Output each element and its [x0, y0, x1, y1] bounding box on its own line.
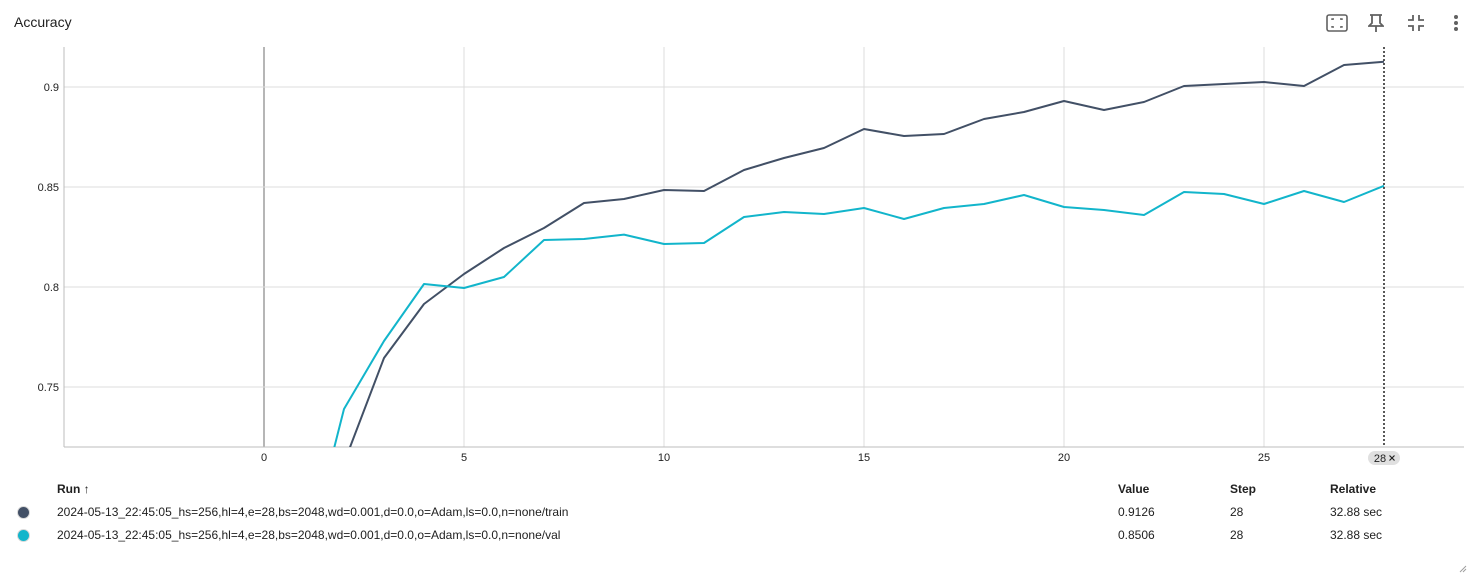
close-icon[interactable]	[1389, 455, 1395, 461]
x-tick-label: 10	[658, 452, 670, 464]
run-value: 0.8506	[1118, 527, 1155, 542]
run-column-header[interactable]: Run ↑	[57, 478, 1118, 500]
fit-domain-button[interactable]	[1324, 10, 1350, 36]
y-tick-label: 0.75	[38, 382, 59, 394]
chart-title: Accuracy	[14, 14, 72, 30]
x-tick-label: 25	[1258, 452, 1270, 464]
run-relative: 32.88 sec	[1330, 527, 1383, 542]
y-tick-label: 0.8	[44, 282, 59, 294]
run-value: 0.9126	[1118, 504, 1155, 519]
run-header-label: Run	[57, 482, 81, 496]
relative-column-header[interactable]: Relative	[1330, 482, 1377, 496]
collapse-button[interactable]	[1403, 10, 1429, 36]
axes: 0 5 10 15 20 25 0.75 0.8 0.85 0.9	[38, 47, 1464, 464]
y-tick-label: 0.85	[38, 182, 59, 194]
runs-table: Run ↑ Value Step Relative 2024-05-13_22:…	[0, 478, 1382, 546]
run-step: 28	[1230, 504, 1244, 519]
grid	[64, 47, 1464, 447]
chart-area[interactable]: 0 5 10 15 20 25 0.75 0.8 0.85 0.9 28	[0, 0, 1473, 475]
x-tick-label: 0	[261, 452, 267, 464]
step-column-header[interactable]: Step	[1230, 482, 1257, 496]
resize-handle-icon[interactable]	[1459, 565, 1467, 573]
more-vert-icon	[1454, 15, 1458, 31]
table-row[interactable]: 2024-05-13_22:45:05_hs=256,hl=4,e=28,bs=…	[0, 500, 1382, 523]
runs-table-header: Run ↑ Value Step Relative	[0, 478, 1382, 500]
more-options-button[interactable]	[1443, 10, 1469, 36]
color-column-header	[0, 478, 57, 500]
run-color-dot	[18, 506, 29, 518]
sort-arrow-icon: ↑	[83, 482, 90, 496]
run-color-dot	[18, 529, 29, 541]
run-color-cell	[0, 500, 57, 523]
step-badge[interactable]	[1368, 451, 1400, 465]
run-name: 2024-05-13_22:45:05_hs=256,hl=4,e=28,bs=…	[57, 527, 561, 542]
x-tick-label: 20	[1058, 452, 1070, 464]
run-color-cell	[0, 523, 57, 546]
series-lines	[304, 60, 1385, 475]
pin-icon	[1368, 14, 1384, 32]
y-tick-label: 0.9	[44, 82, 59, 94]
x-tick-label: 5	[461, 452, 467, 464]
hover-indicator: 28	[1368, 47, 1400, 465]
pin-button[interactable]	[1363, 10, 1389, 36]
x-tick-label: 15	[858, 452, 870, 464]
table-row[interactable]: 2024-05-13_22:45:05_hs=256,hl=4,e=28,bs=…	[0, 523, 1382, 546]
step-badge-label: 28	[1374, 453, 1386, 465]
run-name: 2024-05-13_22:45:05_hs=256,hl=4,e=28,bs=…	[57, 504, 569, 519]
val-series-line[interactable]	[304, 184, 1385, 475]
value-column-header[interactable]: Value	[1118, 482, 1150, 496]
collapse-icon	[1408, 15, 1424, 31]
fit-domain-icon	[1326, 14, 1348, 32]
run-step: 28	[1230, 527, 1244, 542]
run-relative: 32.88 sec	[1330, 504, 1383, 519]
train-series-line[interactable]	[304, 60, 1385, 475]
